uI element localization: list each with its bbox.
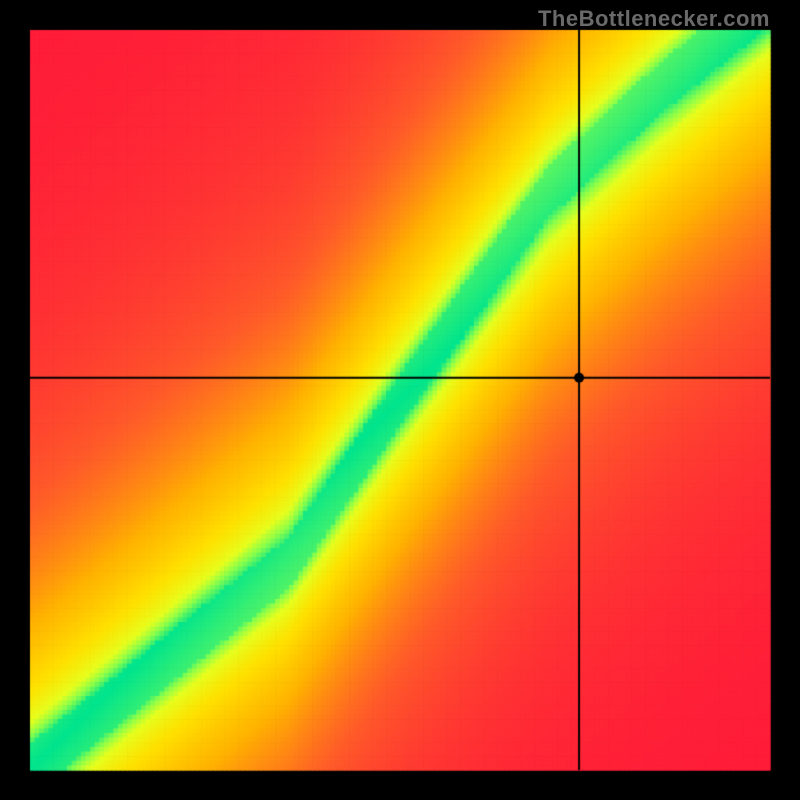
- watermark-text: TheBottlenecker.com: [538, 6, 770, 32]
- chart-container: TheBottlenecker.com: [0, 0, 800, 800]
- bottleneck-heatmap-canvas: [0, 0, 800, 800]
